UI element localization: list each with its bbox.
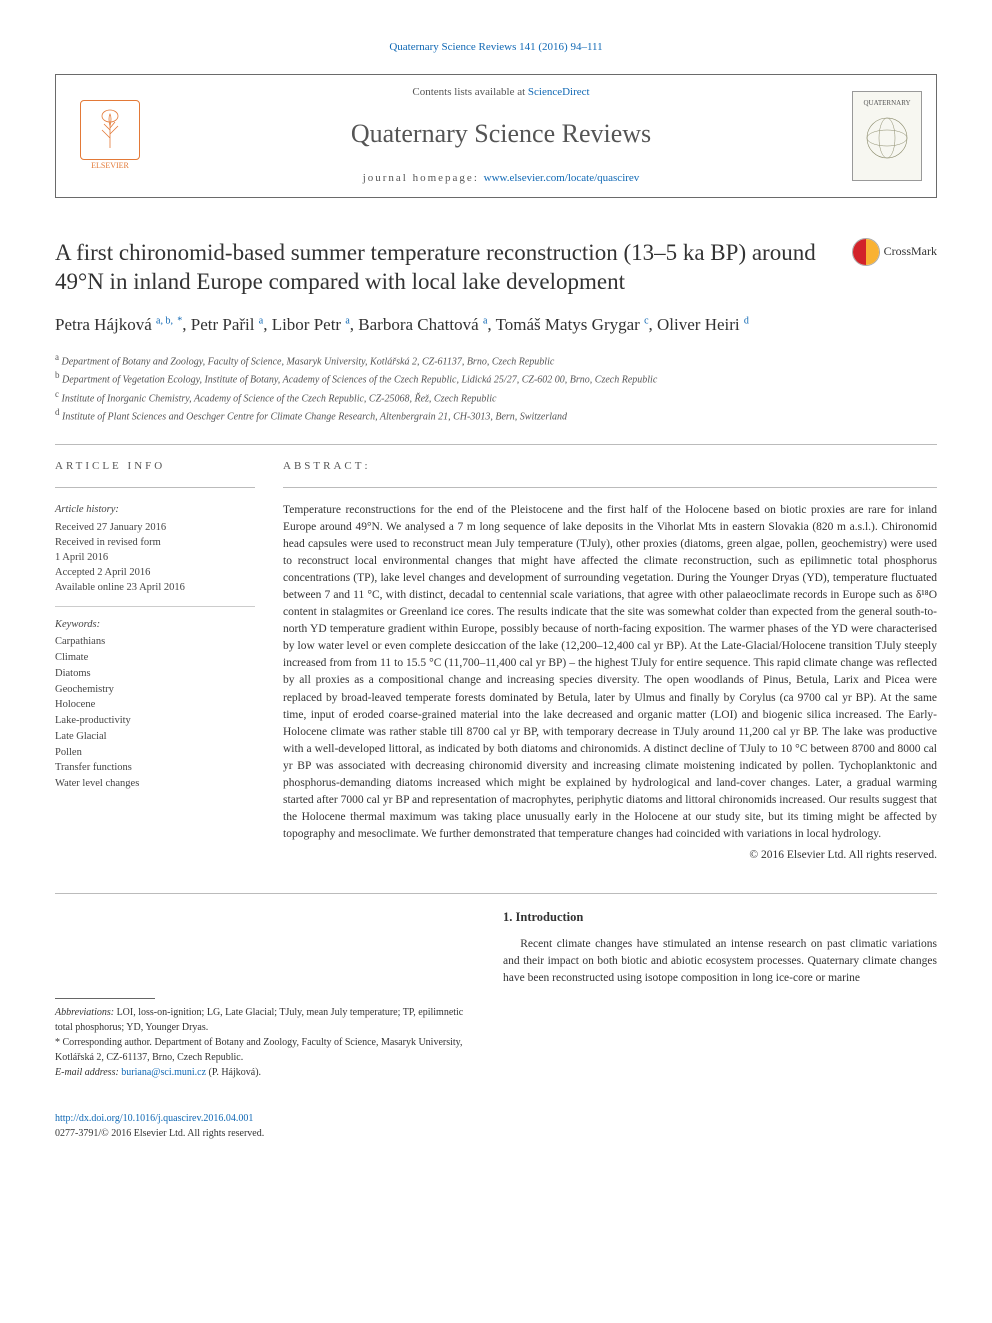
intro-heading: 1. Introduction bbox=[503, 908, 937, 926]
elsevier-tree-icon bbox=[80, 100, 140, 160]
article-info-column: ARTICLE INFO Article history: Received 2… bbox=[55, 459, 255, 863]
contents-prefix: Contents lists available at bbox=[412, 86, 527, 98]
crossmark-icon bbox=[852, 238, 880, 266]
subsection-divider bbox=[283, 487, 937, 488]
doi-link[interactable]: http://dx.doi.org/10.1016/j.quascirev.20… bbox=[55, 1113, 253, 1124]
keyword-item: Lake-productivity bbox=[55, 713, 255, 729]
elsevier-logo[interactable]: ELSEVIER bbox=[70, 93, 150, 179]
keyword-item: Diatoms bbox=[55, 666, 255, 682]
affiliation-line: d Institute of Plant Sciences and Oeschg… bbox=[55, 406, 937, 424]
abbrev-text: LOI, loss-on-ignition; LG, Late Glacial;… bbox=[55, 1007, 463, 1033]
history-line: Accepted 2 April 2016 bbox=[55, 565, 255, 580]
abbrev-label: Abbreviations: bbox=[55, 1007, 114, 1018]
corresponding-footnote: * Corresponding author. Department of Bo… bbox=[55, 1035, 475, 1065]
keyword-item: Pollen bbox=[55, 745, 255, 761]
journal-header-bar: ELSEVIER Contents lists available at Sci… bbox=[55, 74, 937, 198]
email-footnote: E-mail address: buriana@sci.muni.cz (P. … bbox=[55, 1065, 475, 1080]
article-title: A first chironomid-based summer temperat… bbox=[55, 238, 840, 298]
keyword-item: Water level changes bbox=[55, 776, 255, 792]
abstract-column: ABSTRACT Temperature reconstructions for… bbox=[283, 459, 937, 863]
journal-ref-link[interactable]: Quaternary Science Reviews 141 (2016) 94… bbox=[389, 41, 602, 53]
homepage-line: journal homepage: www.elsevier.com/locat… bbox=[160, 171, 842, 187]
abstract-copyright: © 2016 Elsevier Ltd. All rights reserved… bbox=[283, 847, 937, 864]
contents-line: Contents lists available at ScienceDirec… bbox=[160, 85, 842, 101]
title-row: A first chironomid-based summer temperat… bbox=[55, 238, 937, 298]
cover-globe-icon bbox=[862, 108, 912, 168]
subsection-divider bbox=[55, 487, 255, 488]
affiliation-line: c Institute of Inorganic Chemistry, Acad… bbox=[55, 388, 937, 406]
keyword-item: Climate bbox=[55, 650, 255, 666]
crossmark-label: CrossMark bbox=[884, 243, 937, 260]
keyword-item: Geochemistry bbox=[55, 682, 255, 698]
keywords-label: Keywords: bbox=[55, 617, 255, 633]
history-line: Received in revised form bbox=[55, 535, 255, 550]
footnote-rule bbox=[55, 998, 155, 999]
keyword-item: Holocene bbox=[55, 697, 255, 713]
homepage-prefix: journal homepage: bbox=[363, 172, 484, 184]
affiliations: a Department of Botany and Zoology, Facu… bbox=[55, 351, 937, 424]
section-divider bbox=[55, 444, 937, 445]
footnotes: Abbreviations: LOI, loss-on-ignition; LG… bbox=[55, 1005, 475, 1080]
abstract-text: Temperature reconstructions for the end … bbox=[283, 502, 937, 842]
sciencedirect-link[interactable]: ScienceDirect bbox=[528, 86, 590, 98]
email-label: E-mail address: bbox=[55, 1067, 121, 1078]
author-list: Petra Hájková a, b, *, Petr Pařil a, Lib… bbox=[55, 313, 937, 337]
intro-column: 1. Introduction Recent climate changes h… bbox=[503, 908, 937, 1080]
journal-name: Quaternary Science Reviews bbox=[160, 115, 842, 153]
corr-label: * Corresponding author. bbox=[55, 1037, 154, 1048]
email-person: (P. Hájková). bbox=[206, 1067, 261, 1078]
history-line: Received 27 January 2016 bbox=[55, 520, 255, 535]
affiliation-line: a Department of Botany and Zoology, Facu… bbox=[55, 351, 937, 369]
intro-text: Recent climate changes have stimulated a… bbox=[503, 936, 937, 987]
keyword-item: Carpathians bbox=[55, 634, 255, 650]
crossmark-badge[interactable]: CrossMark bbox=[852, 238, 937, 266]
corresponding-email-link[interactable]: buriana@sci.muni.cz bbox=[121, 1067, 206, 1078]
cover-label: QUATERNARY bbox=[863, 98, 910, 108]
journal-cover-thumb[interactable]: QUATERNARY bbox=[852, 91, 922, 181]
keyword-item: Transfer functions bbox=[55, 760, 255, 776]
footnotes-column: Abbreviations: LOI, loss-on-ignition; LG… bbox=[55, 908, 475, 1080]
lower-row: Abbreviations: LOI, loss-on-ignition; LG… bbox=[55, 908, 937, 1080]
journal-homepage-link[interactable]: www.elsevier.com/locate/quascirev bbox=[484, 172, 640, 184]
history-label: Article history: bbox=[55, 502, 255, 517]
issn-copyright: 0277-3791/© 2016 Elsevier Ltd. All right… bbox=[55, 1128, 264, 1139]
header-center: Contents lists available at ScienceDirec… bbox=[150, 85, 852, 187]
history-line: 1 April 2016 bbox=[55, 550, 255, 565]
section-divider bbox=[55, 893, 937, 894]
journal-reference: Quaternary Science Reviews 141 (2016) 94… bbox=[55, 40, 937, 56]
article-info-heading: ARTICLE INFO bbox=[55, 459, 255, 475]
keywords-block: Keywords: CarpathiansClimateDiatomsGeoch… bbox=[55, 617, 255, 792]
affiliation-line: b Department of Vegetation Ecology, Inst… bbox=[55, 369, 937, 387]
elsevier-label: ELSEVIER bbox=[91, 160, 129, 172]
keyword-item: Late Glacial bbox=[55, 729, 255, 745]
abstract-heading: ABSTRACT bbox=[283, 459, 937, 475]
info-abstract-row: ARTICLE INFO Article history: Received 2… bbox=[55, 459, 937, 863]
abbrev-footnote: Abbreviations: LOI, loss-on-ignition; LG… bbox=[55, 1005, 475, 1035]
article-history: Article history: Received 27 January 201… bbox=[55, 502, 255, 606]
history-line: Available online 23 April 2016 bbox=[55, 580, 255, 595]
doi-block: http://dx.doi.org/10.1016/j.quascirev.20… bbox=[55, 1112, 937, 1141]
